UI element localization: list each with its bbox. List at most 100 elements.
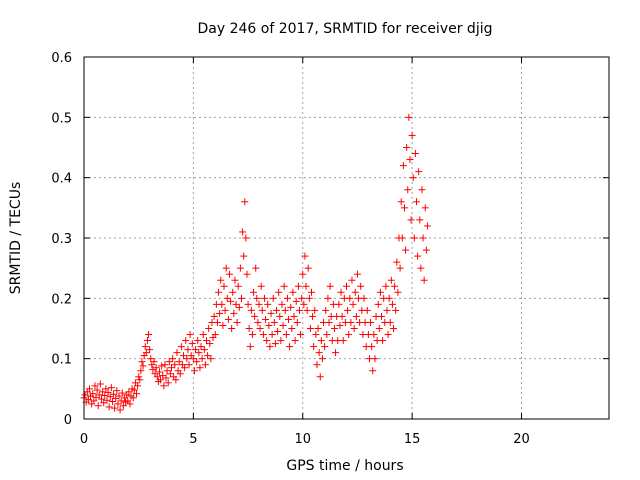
data-point	[94, 402, 102, 410]
data-point	[375, 325, 383, 332]
data-point	[369, 367, 377, 375]
data-point	[301, 252, 309, 260]
data-point	[402, 246, 410, 254]
data-point	[281, 306, 289, 314]
data-point	[90, 397, 98, 405]
data-point	[378, 312, 385, 320]
data-point	[93, 386, 101, 394]
data-point	[236, 264, 244, 272]
data-point	[206, 340, 214, 348]
data-point	[158, 362, 166, 370]
data-point	[384, 331, 392, 339]
data-point	[404, 186, 412, 194]
data-point	[344, 306, 352, 314]
data-point	[276, 312, 284, 320]
data-point	[173, 349, 181, 357]
data-point	[423, 222, 431, 230]
data-point	[238, 294, 245, 302]
data-point	[152, 364, 160, 372]
data-point	[101, 391, 109, 399]
data-point	[339, 337, 347, 345]
data-point	[416, 216, 424, 224]
data-point	[164, 379, 172, 387]
data-point	[155, 368, 163, 376]
data-point	[211, 331, 219, 339]
data-point	[397, 198, 405, 206]
data-point	[222, 264, 230, 272]
data-point	[225, 270, 233, 278]
data-point	[205, 325, 213, 332]
data-point	[330, 325, 338, 332]
data-point	[283, 294, 291, 302]
y-tick-label: 0.5	[51, 111, 72, 126]
data-point	[223, 294, 231, 302]
data-point	[353, 270, 361, 278]
data-point	[291, 337, 299, 345]
data-point	[335, 300, 343, 308]
data-point	[89, 390, 97, 398]
data-point	[303, 306, 311, 314]
y-tick-label: 0.4	[51, 172, 72, 187]
data-point	[149, 366, 157, 374]
data-point	[325, 318, 333, 326]
data-point	[244, 300, 252, 308]
data-point	[292, 297, 300, 305]
data-point	[257, 282, 265, 290]
data-point	[150, 358, 158, 366]
data-point	[196, 364, 204, 372]
data-point	[266, 343, 274, 351]
data-point	[129, 394, 137, 402]
data-point	[250, 288, 258, 296]
data-point	[394, 288, 402, 296]
data-point	[385, 294, 393, 302]
data-point	[379, 337, 387, 345]
data-point	[374, 300, 382, 308]
data-point	[267, 309, 275, 317]
data-point	[409, 174, 417, 182]
data-point	[162, 374, 170, 382]
data-point	[259, 331, 267, 339]
data-point	[363, 306, 371, 314]
data-point	[195, 349, 203, 357]
data-point	[336, 321, 344, 329]
data-point	[247, 306, 255, 314]
data-point	[282, 331, 290, 339]
data-point	[134, 382, 142, 390]
data-point	[274, 328, 282, 336]
data-point	[246, 343, 254, 351]
data-point	[305, 294, 313, 302]
data-point	[400, 204, 408, 212]
data-point	[288, 325, 296, 332]
data-point	[139, 362, 147, 370]
data-point	[407, 216, 415, 224]
data-point	[343, 282, 350, 290]
data-point	[306, 325, 314, 332]
data-point	[203, 337, 210, 345]
data-point	[221, 306, 229, 314]
data-point	[304, 264, 312, 272]
data-point	[270, 318, 278, 326]
data-point	[185, 361, 193, 369]
data-point	[204, 352, 212, 360]
data-point	[163, 367, 171, 375]
data-point	[420, 276, 428, 284]
data-point	[197, 343, 205, 351]
chart-title: Day 246 of 2017, SRMTID for receiver dji…	[198, 21, 493, 37]
data-point	[217, 276, 225, 284]
data-point	[176, 370, 184, 378]
data-points	[80, 113, 431, 414]
data-point	[398, 234, 406, 242]
data-point	[293, 318, 301, 326]
data-point	[215, 288, 223, 296]
data-point	[219, 321, 227, 329]
data-point	[387, 276, 395, 284]
data-point	[273, 306, 280, 314]
data-point	[285, 315, 293, 323]
data-point	[234, 282, 242, 290]
data-point	[102, 385, 110, 393]
data-point	[406, 156, 414, 164]
data-point	[411, 150, 419, 158]
data-point	[201, 361, 209, 369]
data-point	[255, 300, 263, 308]
data-point	[357, 282, 365, 290]
